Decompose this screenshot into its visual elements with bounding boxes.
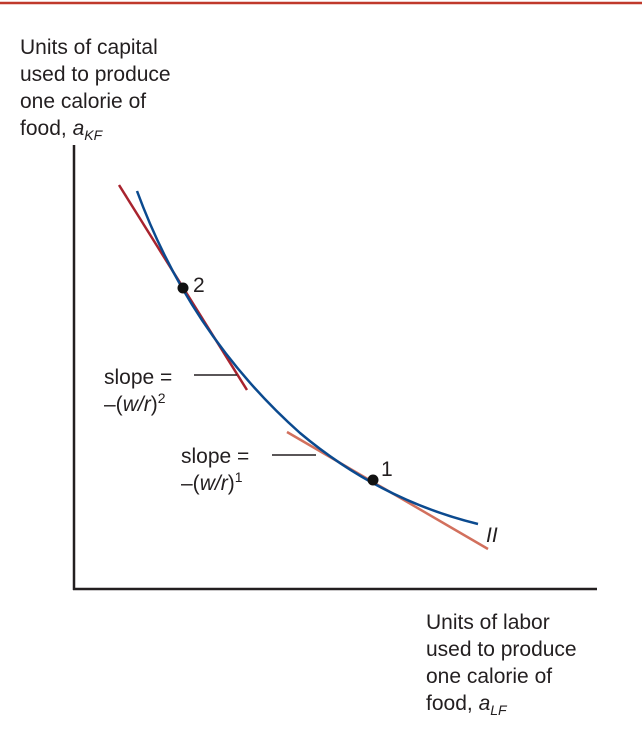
- y-axis-variable-subscript: KF: [84, 127, 103, 144]
- tangency-point-1: [367, 474, 379, 486]
- x-axis-label-line: food, aLF: [426, 690, 577, 717]
- slope-label-1-line1: slope =: [181, 445, 250, 468]
- x-axis-label-line: Units of labor: [426, 611, 550, 634]
- isoquant-curve: [135, 190, 479, 526]
- point-label-2: 2: [193, 274, 205, 297]
- x-axis-label: Units of labor used to produce one calor…: [426, 609, 577, 717]
- slope-label-2-line1: slope =: [104, 366, 173, 389]
- slope-label-1-superscript: 1: [234, 469, 243, 485]
- slope-label-2-suffix: ): [150, 393, 158, 416]
- slope-label-1-suffix: ): [227, 472, 235, 495]
- slope-label-2-superscript: 2: [157, 390, 166, 406]
- x-axis-label-line: used to produce: [426, 638, 577, 661]
- y-axis-label: Units of capital used to produce one cal…: [20, 34, 171, 142]
- x-axis-variable: a: [478, 692, 491, 715]
- slope-label-1: slope = –(w/r)1: [181, 443, 249, 497]
- y-axis-label-line: Units of capital: [20, 36, 158, 59]
- y-axis-label-line: one calorie of: [20, 90, 147, 113]
- y-axis-label-line: used to produce: [20, 63, 171, 86]
- slope-label-2-var: w/r: [122, 393, 151, 416]
- slope-label-1-prefix: –(: [181, 472, 200, 495]
- x-axis-variable-subscript: LF: [490, 702, 507, 719]
- y-axis-label-line: food, aKF: [20, 115, 171, 142]
- slope-label-1-line2: –(w/r)1: [181, 470, 249, 497]
- y-axis-label-prefix: food,: [20, 117, 67, 140]
- slope-label-2-prefix: –(: [104, 393, 123, 416]
- x-axis-label-line: one calorie of: [426, 665, 553, 688]
- y-axis-variable: a: [72, 117, 85, 140]
- point-label-1: 1: [381, 458, 393, 481]
- slope-label-2: slope = –(w/r)2: [104, 364, 172, 418]
- slope-label-2-line2: –(w/r)2: [104, 391, 172, 418]
- slope-label-1-var: w/r: [199, 472, 228, 495]
- isoquant-label: II: [486, 524, 498, 547]
- x-axis-label-prefix: food,: [426, 692, 473, 715]
- tangency-point-2: [177, 282, 189, 294]
